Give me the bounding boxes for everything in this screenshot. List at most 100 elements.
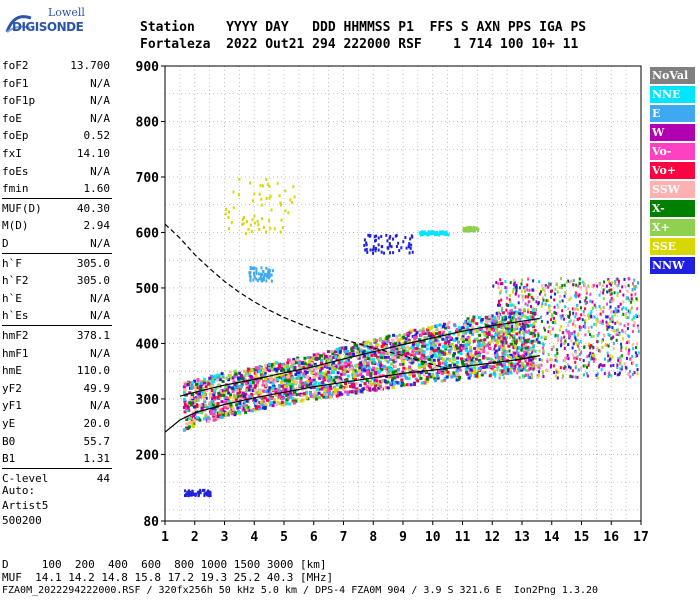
echo-point [616, 331, 619, 335]
echo-point [422, 373, 426, 377]
echo-point [408, 245, 411, 249]
echo-point [282, 377, 286, 381]
echo-point [267, 276, 270, 280]
echo-point [609, 325, 612, 329]
y-tick-label: 900 [136, 60, 160, 75]
echo-point [559, 314, 562, 318]
echo-point [387, 370, 391, 374]
legend-item: W [650, 124, 695, 141]
param-label: foEs [2, 164, 29, 178]
echo-point [231, 376, 235, 380]
echo-point [628, 369, 631, 373]
echo-point [273, 227, 276, 231]
echo-point [494, 333, 498, 337]
echo-point [340, 372, 344, 376]
echo-point [348, 364, 352, 368]
echo-point [305, 384, 309, 388]
echo-point [310, 384, 314, 388]
echo-point [233, 388, 237, 392]
param-value: N/A [90, 237, 110, 250]
echo-point [428, 358, 432, 362]
echo-point [224, 396, 228, 400]
echo-point [209, 403, 213, 407]
echo-point [452, 357, 456, 361]
param-value: N/A [90, 164, 110, 178]
echo-point [498, 376, 501, 380]
echo-point [411, 235, 414, 239]
echo-point [501, 364, 504, 368]
echo-point [630, 293, 633, 297]
echo-point [362, 361, 366, 365]
echo-point [392, 380, 396, 384]
echo-point [421, 330, 425, 334]
echo-point [461, 326, 465, 330]
echo-point [513, 281, 516, 285]
echo-point [492, 284, 495, 288]
echo-point [292, 185, 295, 189]
echo-point [598, 282, 601, 286]
auto-line: Artist5 [2, 499, 49, 512]
echo-point [270, 279, 273, 283]
echo-point [509, 361, 513, 365]
echo-point [431, 232, 434, 236]
echo-point [601, 345, 604, 349]
echo-point [504, 279, 507, 283]
echo-point [252, 278, 255, 282]
echo-point [509, 353, 513, 357]
echo-point [379, 363, 383, 367]
param-divider [2, 325, 112, 326]
echo-point [302, 392, 306, 396]
echo-point [372, 251, 375, 255]
echo-point [257, 369, 261, 373]
echo-point [320, 371, 324, 375]
echo-point [502, 347, 506, 351]
echo-point [542, 375, 545, 379]
echo-point [632, 361, 635, 365]
echo-point [569, 332, 572, 336]
echo-point [540, 319, 543, 323]
echo-point [297, 363, 301, 367]
echo-point [627, 309, 630, 313]
x-tick-label: 17 [633, 530, 649, 545]
echo-point [530, 375, 533, 379]
echo-point [385, 233, 388, 237]
x-tick-label: 3 [221, 530, 229, 545]
x-tick-label: 15 [574, 530, 590, 545]
echo-point [283, 370, 287, 374]
echo-point [206, 419, 210, 423]
echo-point [252, 367, 256, 371]
echo-point [213, 409, 217, 413]
echo-point [253, 401, 257, 405]
echo-point [240, 383, 244, 387]
echo-point [393, 356, 397, 360]
echo-point [568, 315, 571, 319]
echo-point [258, 277, 261, 281]
echo-point [593, 322, 596, 326]
echo-point [430, 230, 433, 234]
echo-point [590, 309, 593, 313]
echo-point [620, 346, 623, 350]
echo-point [338, 375, 342, 379]
param-label: foF1p [2, 94, 36, 108]
echo-point [519, 336, 522, 340]
echo-point [269, 274, 272, 278]
echo-point [514, 310, 518, 314]
echo-point [206, 490, 209, 494]
echo-point [236, 385, 240, 389]
param-value: N/A [90, 291, 110, 305]
echo-point [423, 366, 427, 370]
echo-point [417, 374, 421, 378]
echo-point [610, 296, 613, 300]
echo-point [326, 387, 330, 391]
echo-point [493, 351, 496, 355]
echo-point [551, 315, 554, 319]
echo-point [554, 333, 557, 337]
echo-point [466, 350, 470, 354]
echo-point [379, 351, 383, 355]
echo-point [563, 356, 566, 360]
echo-point [557, 370, 560, 374]
echo-point [348, 360, 352, 364]
echo-point [263, 371, 267, 375]
echo-point [369, 234, 372, 238]
echo-point [572, 283, 575, 287]
